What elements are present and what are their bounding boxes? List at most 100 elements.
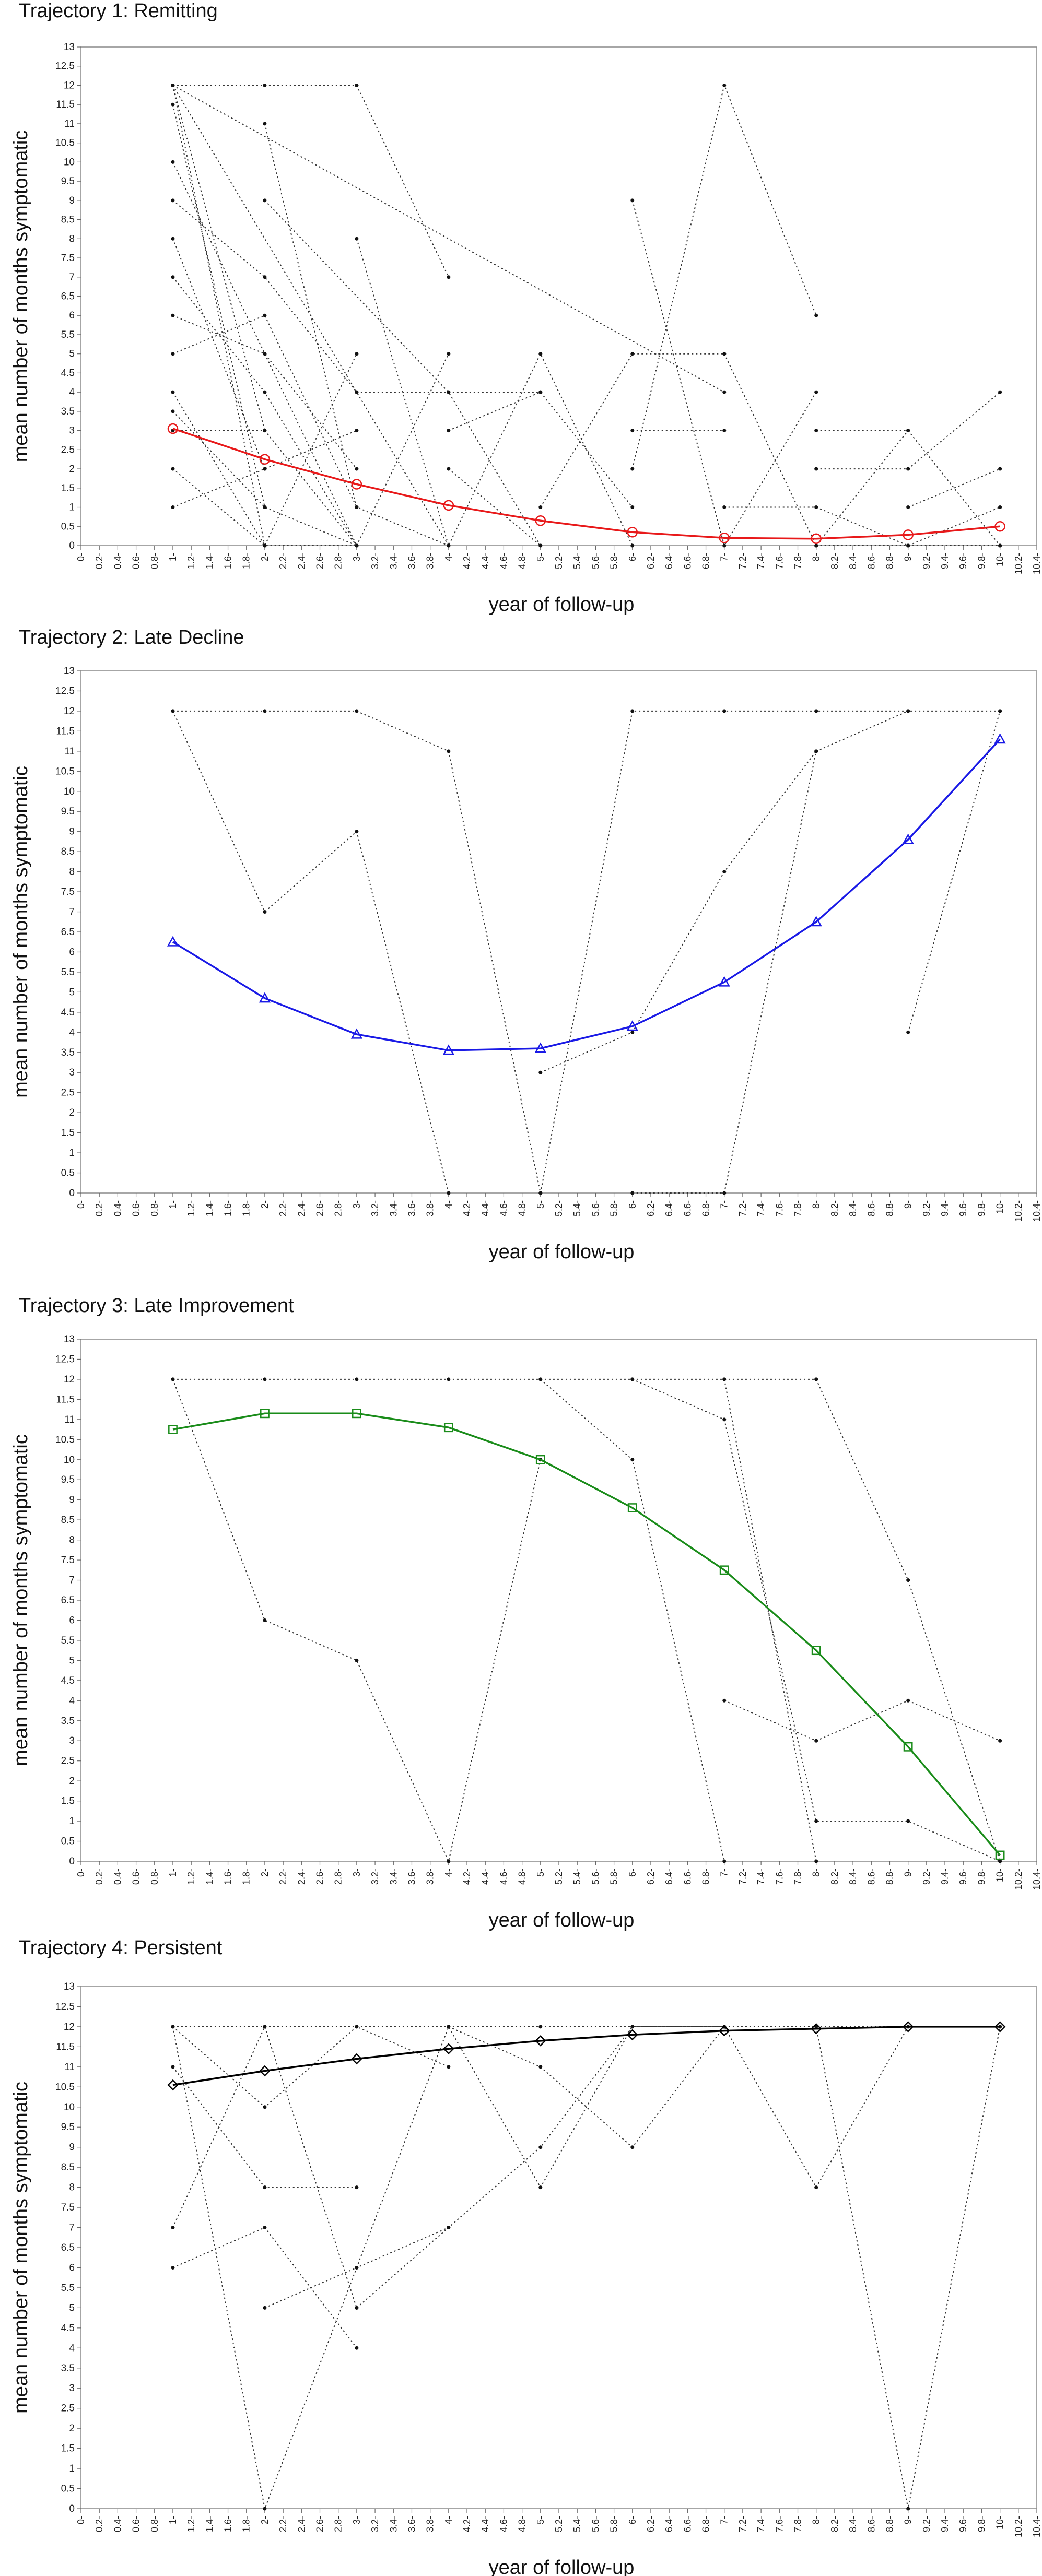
x-tick-label: 4- [443, 1869, 454, 1877]
mean-point [167, 936, 179, 947]
x-tick-label: 3.2- [370, 1200, 380, 1216]
individual-point [355, 467, 359, 471]
x-tick-label: 4.2- [462, 1200, 472, 1216]
x-axis-title: year of follow-up [489, 1241, 635, 1263]
x-tick-label: 1.6- [223, 2516, 233, 2532]
x-tick-label: 6- [627, 2516, 638, 2524]
y-tick-label: 6.5 [61, 2242, 75, 2253]
x-tick-label: 0.4- [112, 1869, 123, 1885]
x-tick-label: 5.4- [572, 1200, 582, 1216]
mean-point [443, 500, 454, 511]
x-tick-label: 4.6- [498, 553, 509, 569]
individual-point [355, 237, 359, 241]
x-tick-label: 0.2- [94, 1869, 104, 1885]
x-tick-label: 10.4- [1032, 1200, 1042, 1222]
y-tick-label: 11.5 [56, 726, 75, 737]
individual-trajectory-line [448, 391, 633, 508]
x-tick-label: 1- [168, 1869, 178, 1877]
y-tick-label: 10 [64, 157, 75, 168]
individual-trajectory-line [264, 2025, 724, 2309]
individual-point [630, 429, 635, 433]
individual-point [355, 543, 359, 548]
x-tick-label: 0- [76, 1200, 86, 1209]
mean-point [351, 479, 362, 490]
y-tick-label: 11 [64, 1414, 75, 1425]
x-tick-label: 5.2- [554, 1869, 564, 1885]
individual-point [171, 1377, 175, 1381]
mean-point [535, 1455, 545, 1464]
y-tick-label: 0 [69, 2503, 75, 2514]
y-tick-label: 10 [64, 1455, 75, 1466]
y-tick-label: 6.5 [61, 1595, 75, 1606]
y-axis-title: mean number of months symptomatic [10, 131, 32, 463]
mean-point [443, 2043, 454, 2054]
individual-point [814, 2185, 818, 2190]
individual-point [722, 429, 727, 433]
x-tick-label: 9- [903, 2516, 914, 2524]
x-tick-label: 5.2- [554, 2516, 564, 2532]
y-tick-label: 4 [69, 1027, 75, 1038]
individual-point [263, 2105, 267, 2109]
x-tick-label: 7.4- [756, 1869, 766, 1885]
y-tick-label: 4 [69, 2343, 75, 2354]
individual-point [538, 2145, 543, 2149]
y-tick-label: 10.5 [55, 138, 75, 149]
plot-frame [80, 46, 1037, 546]
y-tick-label: 7.5 [61, 887, 75, 897]
individual-point [722, 390, 727, 394]
individual-trajectory-line [264, 85, 449, 278]
x-tick-label: 4.6- [498, 1200, 509, 1216]
y-tick-label: 5 [69, 349, 75, 360]
individual-point [538, 543, 543, 548]
individual-point [355, 2265, 359, 2270]
x-tick-label: 6.4- [664, 1869, 674, 1885]
x-tick-label: 5.8- [609, 1869, 619, 1885]
individual-point [906, 505, 910, 510]
x-tick-label: 0.6- [131, 2516, 142, 2532]
individual-point [171, 709, 175, 713]
individual-point [998, 505, 1002, 510]
x-tick-label: 5- [535, 1869, 546, 1877]
x-tick-label: 5.8- [609, 553, 619, 569]
individual-point [263, 2226, 267, 2230]
individual-point [171, 2025, 175, 2029]
x-tick-label: 4.8- [517, 1200, 528, 1216]
x-tick-label: 6.2- [646, 2516, 656, 2532]
individual-point [814, 429, 818, 433]
individual-point [355, 709, 359, 713]
x-tick-label: 5.6- [590, 1200, 601, 1216]
x-tick-label: 9.2- [921, 2516, 932, 2532]
x-tick-label: 10- [995, 1869, 1005, 1882]
x-tick-label: 3.8- [425, 1869, 436, 1885]
x-tick-label: 3.8- [425, 1200, 436, 1216]
x-tick-label: 10.4- [1032, 553, 1042, 574]
mean-point [902, 833, 914, 844]
y-tick-label: 8.5 [61, 846, 75, 857]
x-tick-label: 4.2- [462, 553, 472, 569]
y-tick-label: 1.5 [61, 1128, 75, 1139]
x-tick-label: 6.6- [682, 553, 693, 569]
individual-trajectory-line [172, 277, 357, 546]
x-axis-title: year of follow-up [489, 594, 635, 616]
y-tick-label: 8 [69, 233, 75, 244]
individual-point [355, 2185, 359, 2190]
individual-point [447, 429, 451, 433]
individual-point [814, 505, 818, 510]
chart-title: Trajectory 1: Remitting [19, 0, 218, 22]
x-tick-label: 6.6- [682, 2516, 693, 2532]
x-tick-label: 3.4- [388, 553, 399, 569]
chart-svg: 00.511.522.533.544.555.566.577.588.599.5… [10, 1334, 1042, 1931]
individual-point [447, 2226, 451, 2230]
mean-point [443, 1423, 453, 1433]
individual-point [630, 2145, 635, 2149]
x-tick-label: 2.8- [333, 2516, 344, 2532]
x-tick-label: 2.2- [278, 553, 288, 569]
individual-point [814, 1739, 818, 1743]
y-tick-label: 2 [69, 1776, 75, 1787]
individual-point [355, 2025, 359, 2029]
x-tick-label: 10.2- [1013, 1200, 1024, 1222]
x-tick-label: 6.6- [682, 1869, 693, 1885]
x-tick-label: 6.8- [701, 2516, 711, 2532]
y-tick-label: 5 [69, 987, 75, 998]
individual-point [630, 2025, 635, 2029]
